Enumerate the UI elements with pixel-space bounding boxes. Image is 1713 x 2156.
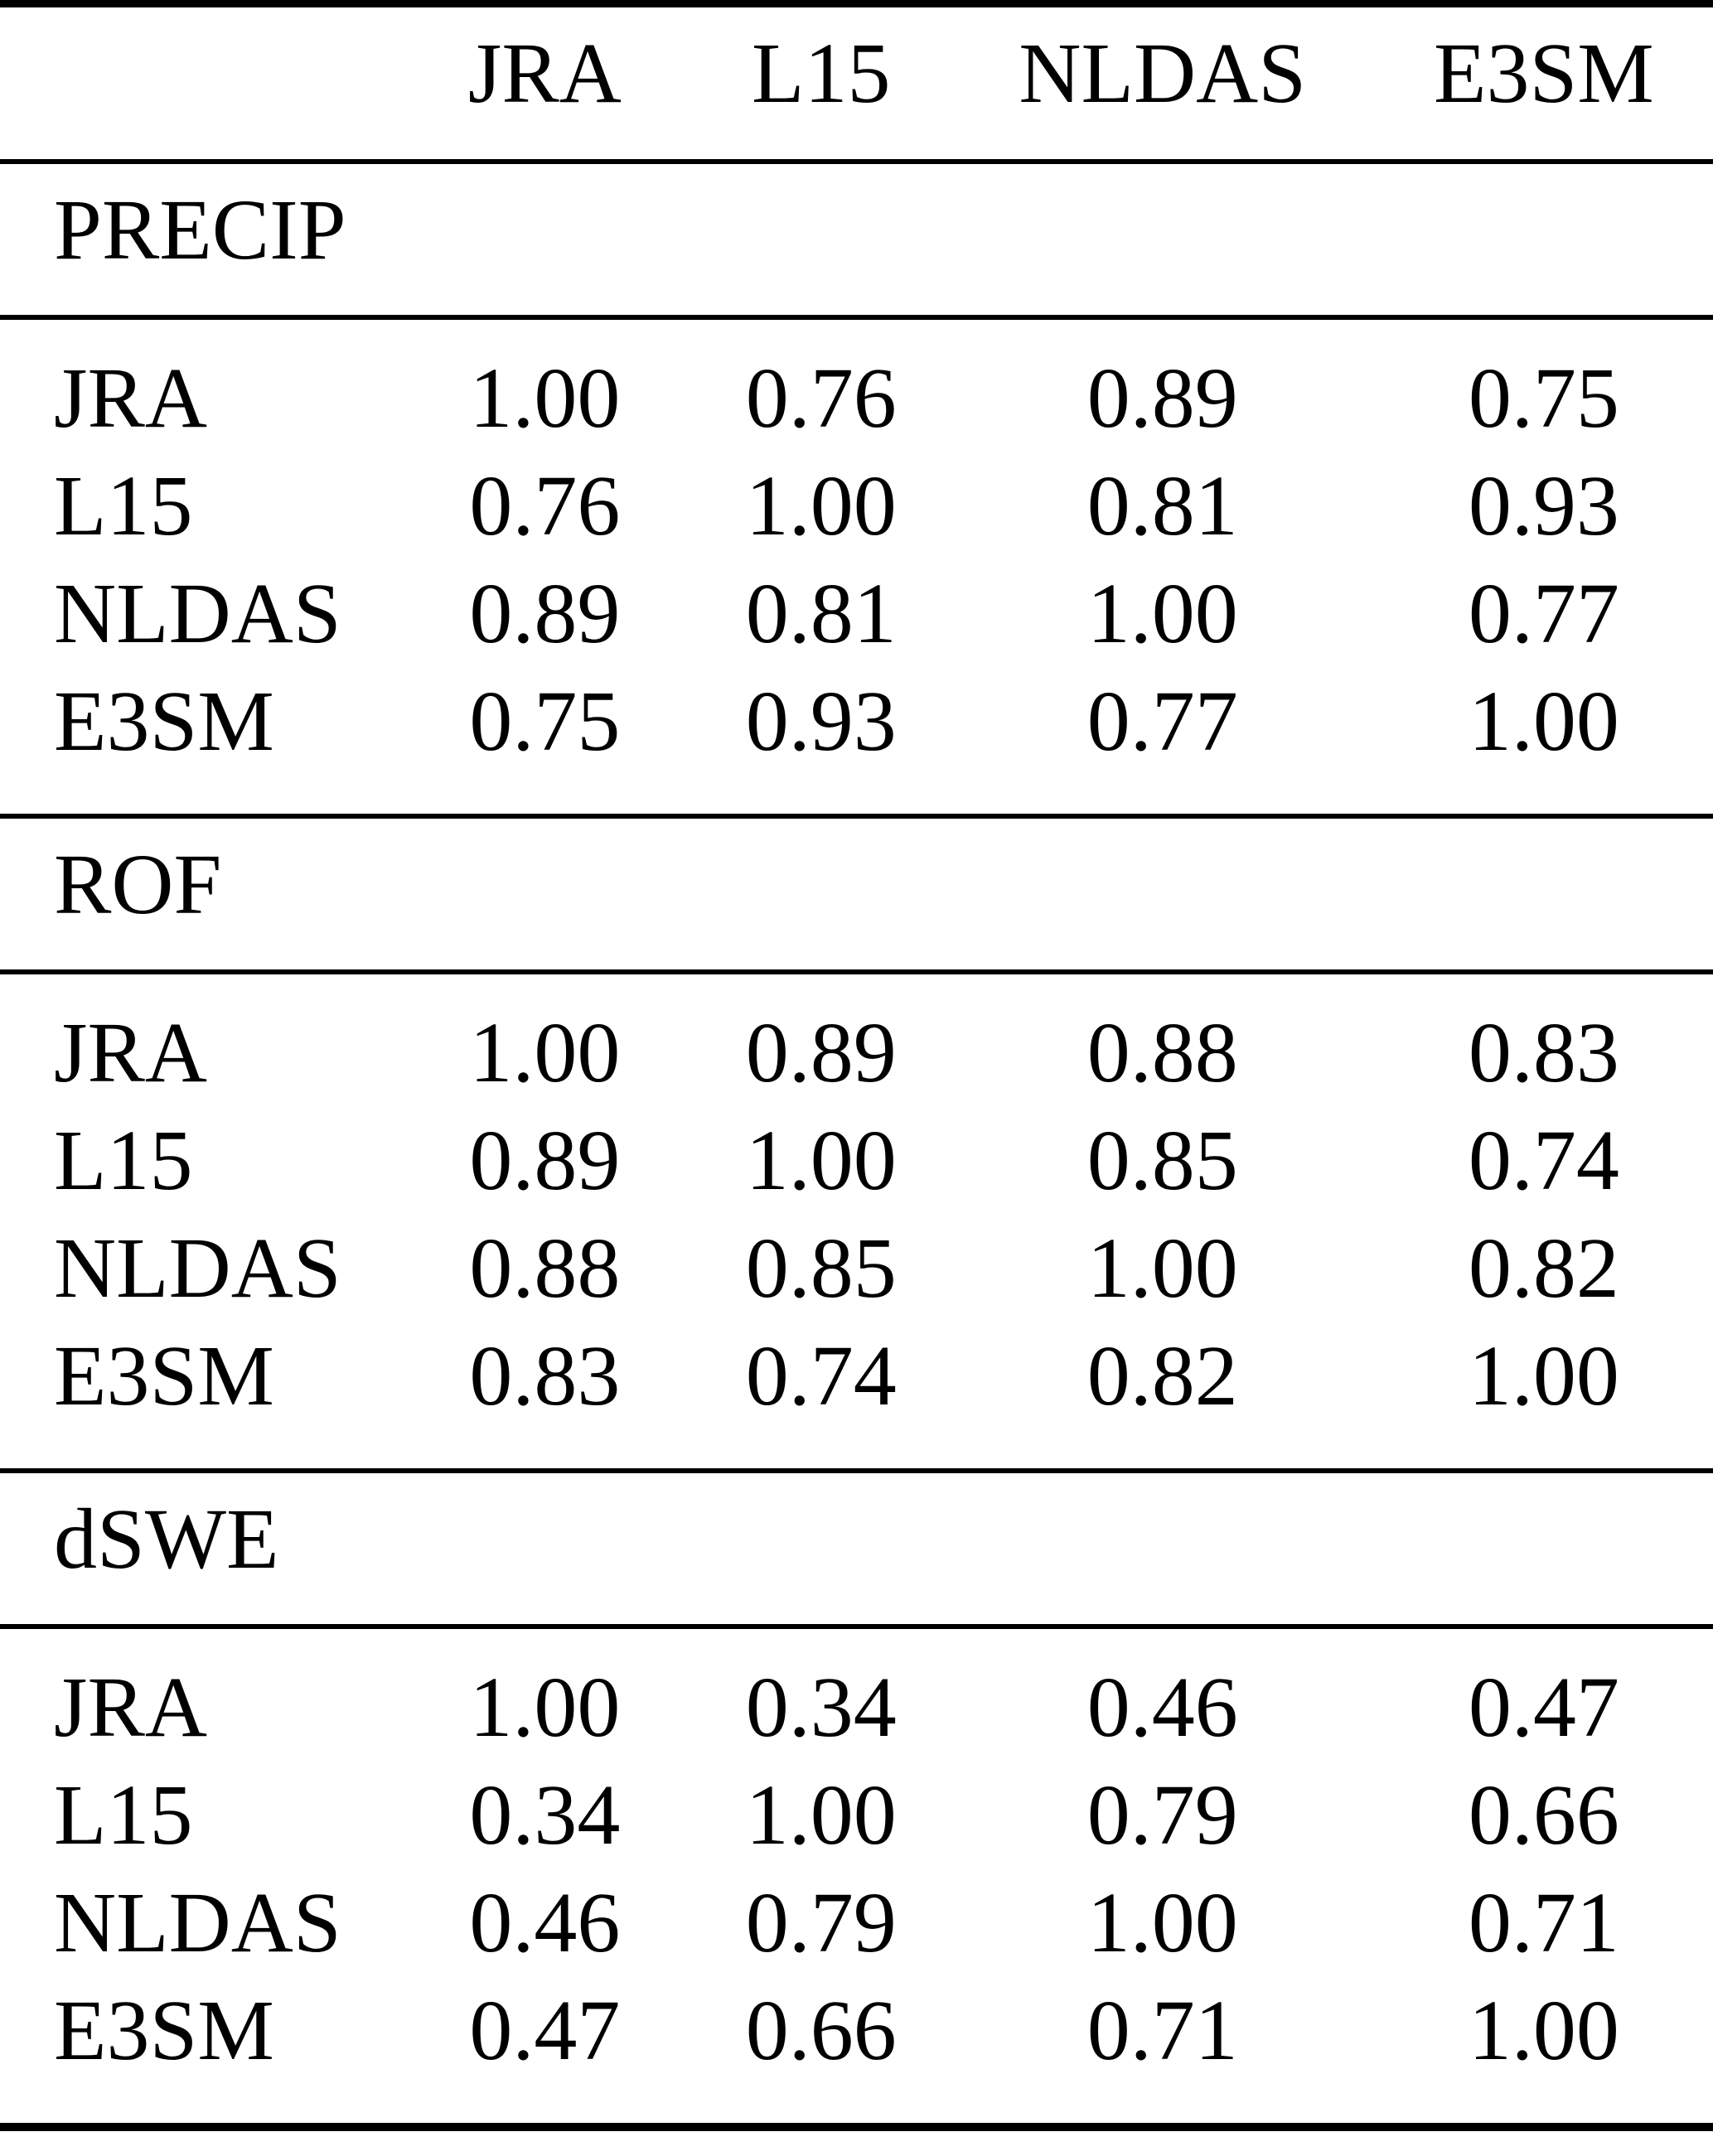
row-label: L15 bbox=[54, 1767, 193, 1863]
cell-value: 0.89 bbox=[1086, 350, 1238, 446]
section-label: dSWE bbox=[0, 1470, 1713, 1629]
cell-value: 0.71 bbox=[1086, 1982, 1238, 2078]
cell-value: 0.76 bbox=[469, 457, 621, 554]
section-label-row: dSWE bbox=[0, 1470, 1713, 1629]
corner-cell bbox=[0, 3, 398, 164]
cell-value: 1.00 bbox=[469, 350, 621, 446]
row-label: E3SM bbox=[54, 1982, 274, 2078]
row-label: E3SM bbox=[0, 667, 398, 819]
cell-value: 0.81 bbox=[1086, 457, 1238, 554]
cell-value: 0.77 bbox=[1468, 565, 1619, 661]
table-row: E3SM 0.47 0.66 0.71 1.00 bbox=[0, 1977, 1713, 2127]
cell-value: 0.34 bbox=[745, 1659, 897, 1755]
cell-value: 1.00 bbox=[1374, 667, 1713, 819]
section-precip: PRECIP JRA 1.00 0.76 0.89 0.75 L15 0.76 … bbox=[0, 161, 1713, 819]
column-header-nldas: NLDAS bbox=[950, 3, 1375, 164]
cell-value: 0.77 bbox=[950, 667, 1375, 819]
cell-value: 1.00 bbox=[745, 1112, 897, 1208]
cell-value: 1.00 bbox=[745, 457, 897, 554]
header-row: JRA L15 NLDAS E3SM bbox=[0, 3, 1713, 164]
cell-value: 0.83 bbox=[1468, 1004, 1619, 1100]
row-label: NLDAS bbox=[54, 565, 341, 661]
section-label-row: ROF bbox=[0, 815, 1713, 974]
table-row: NLDAS 0.46 0.79 1.00 0.71 bbox=[0, 1869, 1713, 1977]
table-row: L15 0.89 1.00 0.85 0.74 bbox=[0, 1107, 1713, 1215]
cell-value: 0.46 bbox=[469, 1874, 621, 1970]
cell-value: 0.93 bbox=[691, 667, 951, 819]
cell-value: 0.34 bbox=[469, 1767, 621, 1863]
table-row: NLDAS 0.88 0.85 1.00 0.82 bbox=[0, 1215, 1713, 1322]
section-label: PRECIP bbox=[0, 161, 1713, 320]
cell-value: 0.82 bbox=[950, 1322, 1375, 1473]
cell-value: 0.66 bbox=[745, 1982, 897, 2078]
cell-value: 0.79 bbox=[745, 1874, 897, 1970]
cell-value: 0.89 bbox=[469, 1112, 621, 1208]
section-label: ROF bbox=[0, 815, 1713, 974]
row-label: L15 bbox=[54, 457, 193, 554]
section-dswe: dSWE JRA 1.00 0.34 0.46 0.47 L15 0.34 1.… bbox=[0, 1470, 1713, 2127]
cell-value: 1.00 bbox=[1086, 565, 1238, 661]
table-row: L15 0.34 1.00 0.79 0.66 bbox=[0, 1762, 1713, 1869]
cell-value: 0.47 bbox=[469, 1982, 621, 2078]
cell-value: 0.46 bbox=[1086, 1659, 1238, 1755]
table-row: E3SM 0.83 0.74 0.82 1.00 bbox=[0, 1322, 1713, 1473]
row-label: L15 bbox=[54, 1112, 193, 1208]
cell-value: 0.71 bbox=[1468, 1874, 1619, 1970]
cell-value: 0.74 bbox=[691, 1322, 951, 1473]
table-row: JRA 1.00 0.34 0.46 0.47 bbox=[0, 1627, 1713, 1762]
cell-value: 1.00 bbox=[1086, 1220, 1238, 1316]
table-row: L15 0.76 1.00 0.81 0.93 bbox=[0, 452, 1713, 560]
cell-value: 0.75 bbox=[1468, 350, 1619, 446]
cell-value: 0.83 bbox=[397, 1322, 692, 1473]
cell-value: 1.00 bbox=[1086, 1874, 1238, 1970]
cell-value: 0.79 bbox=[1086, 1767, 1238, 1863]
row-label: NLDAS bbox=[54, 1220, 341, 1316]
cell-value: 0.75 bbox=[397, 667, 692, 819]
cell-value: 0.93 bbox=[1468, 457, 1619, 554]
table-row: NLDAS 0.89 0.81 1.00 0.77 bbox=[0, 560, 1713, 668]
table-row: JRA 1.00 0.89 0.88 0.83 bbox=[0, 972, 1713, 1107]
cell-value: 0.47 bbox=[1468, 1659, 1619, 1755]
row-label: JRA bbox=[54, 350, 207, 446]
row-label: E3SM bbox=[0, 1322, 398, 1473]
table-row: E3SM 0.75 0.93 0.77 1.00 bbox=[0, 667, 1713, 819]
cell-value: 1.00 bbox=[469, 1004, 621, 1100]
row-label: NLDAS bbox=[54, 1874, 341, 1970]
cell-value: 0.88 bbox=[1086, 1004, 1238, 1100]
row-label: JRA bbox=[54, 1004, 207, 1100]
table-row: JRA 1.00 0.76 0.89 0.75 bbox=[0, 317, 1713, 452]
section-rof: ROF JRA 1.00 0.89 0.88 0.83 L15 0.89 1.0… bbox=[0, 815, 1713, 1473]
cell-value: 1.00 bbox=[469, 1659, 621, 1755]
cell-value: 0.89 bbox=[745, 1004, 897, 1100]
cell-value: 0.76 bbox=[745, 350, 897, 446]
cell-value: 1.00 bbox=[745, 1767, 897, 1863]
cell-value: 0.88 bbox=[469, 1220, 621, 1316]
cell-value: 0.85 bbox=[1086, 1112, 1238, 1208]
cell-value: 0.89 bbox=[469, 565, 621, 661]
row-label: JRA bbox=[54, 1659, 207, 1755]
column-header-e3sm: E3SM bbox=[1374, 3, 1713, 164]
cell-value: 0.85 bbox=[745, 1220, 897, 1316]
cell-value: 1.00 bbox=[1468, 1982, 1619, 2078]
cell-value: 1.00 bbox=[1374, 1322, 1713, 1473]
column-header-jra: JRA bbox=[397, 3, 692, 164]
cell-value: 0.66 bbox=[1468, 1767, 1619, 1863]
cell-value: 0.81 bbox=[745, 565, 897, 661]
column-header-l15: L15 bbox=[691, 3, 951, 164]
cell-value: 0.82 bbox=[1468, 1220, 1619, 1316]
cell-value: 0.74 bbox=[1468, 1112, 1619, 1208]
section-label-row: PRECIP bbox=[0, 161, 1713, 320]
table-header: JRA L15 NLDAS E3SM bbox=[0, 3, 1713, 164]
